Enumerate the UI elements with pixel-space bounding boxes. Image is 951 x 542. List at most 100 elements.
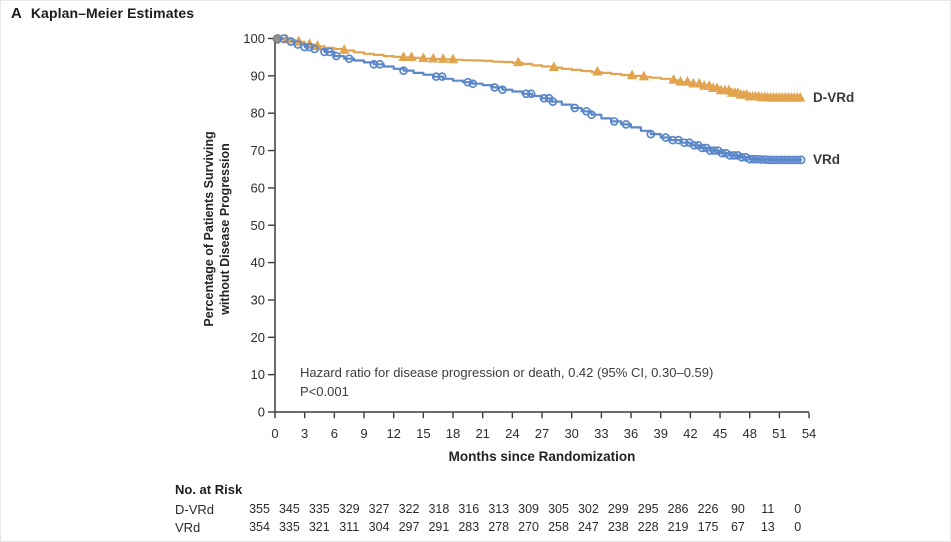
risk-count: 291 [428, 520, 450, 534]
risk-count: 318 [428, 502, 450, 516]
censor-circle [437, 72, 447, 81]
risk-row-label-vrd: VRd [175, 520, 201, 535]
censor-circle [765, 155, 774, 165]
risk-count: 321 [308, 520, 330, 534]
x-tick-label: 27 [535, 426, 549, 441]
censor-triangle [447, 53, 459, 64]
censor-circle [680, 138, 689, 148]
censor-circle [609, 117, 619, 126]
censor-circle [310, 44, 319, 54]
censor-circle [570, 103, 580, 113]
x-tick-label: 33 [594, 426, 608, 441]
x-tick-label: 21 [475, 426, 489, 441]
panel-letter: A [11, 5, 22, 22]
censor-circle [780, 155, 790, 165]
risk-count: 11 [761, 502, 775, 516]
risk-count: 355 [249, 502, 270, 516]
risk-count: 354 [249, 520, 270, 534]
hazard-ratio-annotation: Hazard ratio for disease progression or … [300, 363, 713, 401]
censor-triangle [406, 51, 417, 61]
risk-count: 286 [667, 502, 689, 516]
censor-circle [320, 47, 329, 57]
risk-row-label-dvrd: D-VRd [175, 502, 215, 517]
censor-circle [784, 155, 794, 165]
censor-circle [305, 42, 314, 52]
censor-triangle [675, 75, 686, 86]
y-tick-label: 90 [251, 68, 265, 83]
risk-count: 0 [794, 502, 802, 516]
curve-label-vrd: VRd [813, 152, 840, 167]
risk-count: 226 [697, 502, 719, 516]
risk-count: 219 [667, 520, 689, 534]
figure-title: Kaplan–Meier Estimates [30, 5, 195, 21]
risk-count: 238 [607, 520, 629, 534]
censor-triangle [312, 40, 323, 50]
censor-circle [521, 89, 531, 99]
censor-triangle [794, 92, 806, 102]
x-tick-label: 12 [386, 426, 400, 441]
y-tick-label: 50 [251, 218, 265, 233]
risk-count: 335 [278, 520, 300, 534]
risk-count: 302 [577, 502, 599, 516]
censor-circle [431, 72, 441, 81]
risk-count: 67 [730, 520, 745, 534]
censor-circle [769, 155, 778, 165]
risk-count: 335 [308, 502, 330, 516]
risk-count: 90 [730, 502, 745, 516]
censor-circle [761, 155, 770, 164]
censor-triangle [513, 56, 524, 67]
risk-count: 322 [398, 502, 420, 516]
y-tick-label: 0 [258, 405, 265, 420]
y-axis-title-line1: Percentage of Patients Surviving [201, 131, 216, 327]
y-tick-label: 30 [251, 292, 265, 307]
censor-circle [399, 66, 408, 75]
x-tick-label: 6 [331, 426, 338, 441]
y-axis-title: Percentage of Patients Surviving without… [201, 131, 234, 326]
censor-circle [331, 51, 341, 61]
censor-circle [463, 77, 473, 87]
censor-triangle [626, 69, 638, 80]
risk-count: 295 [637, 502, 659, 516]
y-tick-label: 40 [251, 255, 265, 270]
y-tick-label: 80 [251, 106, 265, 121]
censor-circle [709, 146, 719, 155]
risk-count: 311 [339, 520, 360, 534]
censor-triangle [339, 44, 350, 54]
censor-circle [548, 97, 558, 106]
x-tick-label: 54 [802, 426, 816, 441]
risk-count: 0 [794, 520, 802, 534]
x-tick-label: 9 [360, 426, 367, 441]
censor-triangle [548, 61, 560, 72]
panel-title: A Kaplan–Meier Estimates [11, 5, 194, 22]
censor-circle [697, 143, 707, 153]
censor-circle [587, 110, 596, 120]
risk-count: 247 [577, 520, 599, 534]
risk-count: 278 [488, 520, 510, 534]
censor-triangle [592, 65, 603, 76]
y-tick-label: 20 [251, 330, 265, 345]
censor-circle [468, 79, 478, 89]
censor-circle [375, 59, 385, 69]
censor-circle [757, 155, 766, 164]
censor-circle [725, 151, 735, 160]
x-tick-label: 42 [683, 426, 697, 441]
censor-circle [729, 151, 739, 160]
censor-circle [717, 148, 727, 158]
risk-count: 345 [278, 502, 300, 516]
censor-triangle [668, 74, 679, 84]
risk-count: 316 [458, 502, 480, 516]
x-tick-label: 18 [446, 426, 460, 441]
y-tick-label: 60 [251, 180, 265, 195]
x-tick-label: 0 [271, 426, 278, 441]
y-tick-label: 100 [243, 31, 265, 46]
censor-triangle [398, 51, 409, 61]
y-tick-label: 10 [251, 367, 265, 382]
censor-circle [300, 42, 310, 52]
y-axis-title-line2: without Disease Progression [218, 143, 232, 315]
censor-circle [745, 154, 755, 164]
risk-count: 327 [368, 502, 390, 516]
y-tick-label: 70 [251, 143, 265, 158]
start-marker [272, 34, 283, 44]
